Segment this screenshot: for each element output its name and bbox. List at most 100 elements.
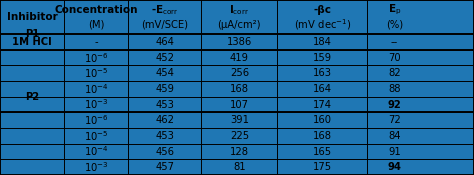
Text: 10$^{-6}$: 10$^{-6}$ [83,113,109,127]
Bar [367,50,422,65]
Bar [277,65,367,81]
Text: 163: 163 [313,68,332,78]
Text: 175: 175 [313,162,332,172]
Bar [128,112,201,128]
Text: P2: P2 [25,92,39,102]
Bar [64,65,128,81]
Bar [277,159,367,175]
Text: E$_{\mathrm{p}}$: E$_{\mathrm{p}}$ [388,3,401,17]
Bar [367,144,422,159]
Bar [64,128,128,144]
Text: 70: 70 [388,53,401,63]
Bar [0,65,64,128]
Text: 159: 159 [313,53,332,63]
Bar [201,97,277,112]
Text: I$_{\mathrm{corr}}$: I$_{\mathrm{corr}}$ [229,3,249,17]
Bar [0,34,64,50]
Text: 256: 256 [230,68,249,78]
Bar [128,50,201,65]
Bar [128,128,201,144]
Bar [201,50,277,65]
Text: Inhibitor: Inhibitor [7,12,57,22]
Bar [367,34,422,50]
Text: 419: 419 [230,53,249,63]
Text: 168: 168 [313,131,332,141]
Text: -: - [94,37,98,47]
Text: -βc: -βc [313,5,331,15]
Bar [367,97,422,112]
Text: (M): (M) [88,20,104,30]
Text: 1M HCl: 1M HCl [12,37,52,47]
Bar [64,50,128,65]
Text: 462: 462 [155,115,174,125]
Bar [128,144,201,159]
Text: 453: 453 [155,100,174,110]
Bar [201,128,277,144]
Bar [201,81,277,97]
Bar [64,144,128,159]
Bar [201,112,277,128]
Text: 88: 88 [388,84,401,94]
Text: 1386: 1386 [227,37,252,47]
Bar [367,65,422,81]
Text: (mV/SCE): (mV/SCE) [141,20,188,30]
Text: 10$^{-6}$: 10$^{-6}$ [83,51,109,65]
Bar [128,34,201,50]
Bar [201,0,277,34]
Text: 92: 92 [388,100,401,110]
Text: 391: 391 [230,115,249,125]
Text: 184: 184 [313,37,332,47]
Text: 459: 459 [155,84,174,94]
Text: --: -- [391,37,398,47]
Bar [367,81,422,97]
Bar [64,97,128,112]
Text: 10$^{-5}$: 10$^{-5}$ [84,129,108,143]
Text: 10$^{-4}$: 10$^{-4}$ [83,145,109,158]
Text: 107: 107 [230,100,249,110]
Bar [277,34,367,50]
Text: 72: 72 [388,115,401,125]
Bar [64,112,128,128]
Text: 174: 174 [313,100,332,110]
Bar [367,0,422,34]
Text: 165: 165 [313,146,332,156]
Bar [128,159,201,175]
Text: 10$^{-4}$: 10$^{-4}$ [83,82,109,96]
Bar [277,81,367,97]
Text: P1: P1 [25,29,39,39]
Bar [64,159,128,175]
Text: 225: 225 [230,131,249,141]
Bar [367,128,422,144]
Bar [128,65,201,81]
Text: 160: 160 [313,115,332,125]
Bar [367,159,422,175]
Bar [64,34,128,50]
Bar [64,0,128,34]
Text: 91: 91 [388,146,401,156]
Text: 454: 454 [155,68,174,78]
Bar [201,65,277,81]
Text: Concentration: Concentration [54,5,138,15]
Bar [0,0,64,34]
Text: 84: 84 [388,131,401,141]
Text: -E$_{\mathrm{corr}}$: -E$_{\mathrm{corr}}$ [151,3,179,17]
Bar [277,112,367,128]
Bar [201,34,277,50]
Text: (%): (%) [386,20,403,30]
Text: 164: 164 [313,84,332,94]
Bar [277,128,367,144]
Bar [128,97,201,112]
Text: (μA/cm²): (μA/cm²) [218,20,261,30]
Text: 10$^{-5}$: 10$^{-5}$ [84,66,108,80]
Text: 81: 81 [233,162,246,172]
Text: 456: 456 [155,146,174,156]
Text: 453: 453 [155,131,174,141]
Text: 168: 168 [230,84,249,94]
Text: 457: 457 [155,162,174,172]
Text: 82: 82 [388,68,401,78]
Text: (mV dec$^{-1}$): (mV dec$^{-1}$) [293,18,351,32]
Text: 464: 464 [155,37,174,47]
Bar [277,97,367,112]
Bar [128,81,201,97]
Bar [277,50,367,65]
